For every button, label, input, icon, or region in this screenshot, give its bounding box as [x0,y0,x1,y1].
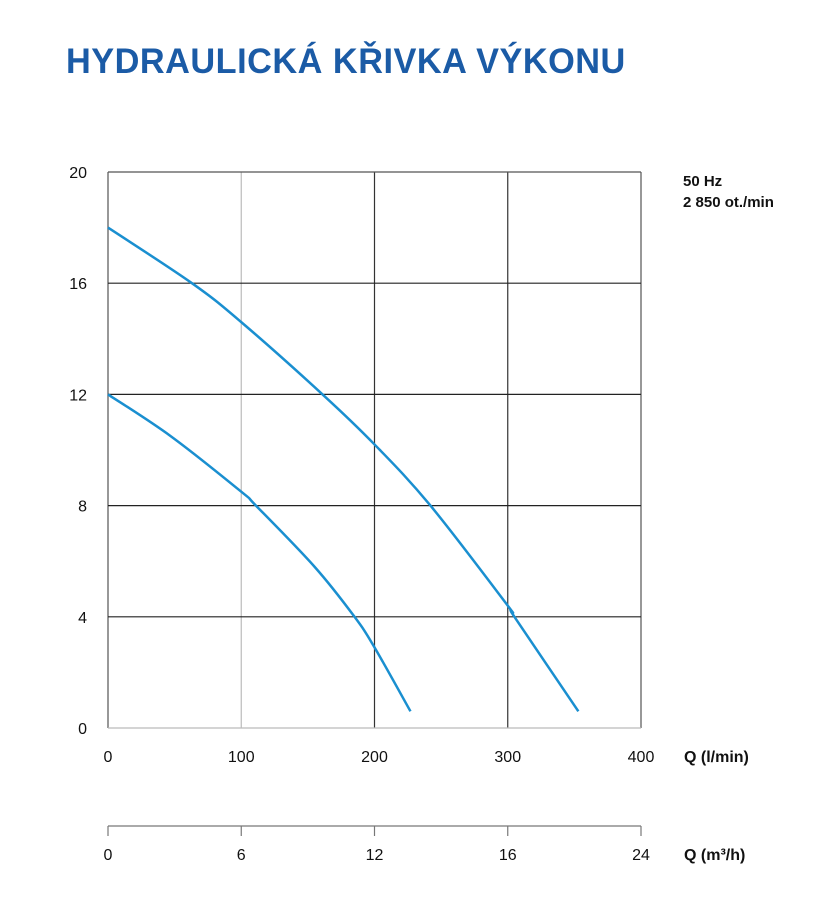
x-tick-label: 100 [228,749,255,766]
x2-axis-label: Q (m³/h) [684,847,745,864]
x2-tick-label: 24 [632,847,650,864]
x2-tick-label: 12 [366,847,384,864]
x-tick-label: 400 [628,749,655,766]
x-tick-label: 300 [494,749,521,766]
performance-curve-1 [107,393,412,712]
performance-curve-2 [107,226,580,713]
x2-tick-label: 16 [499,847,517,864]
x-axis-label: Q (l/min) [684,749,749,766]
frequency-label: 50 Hz [683,173,723,190]
y-tick-label: 0 [78,721,87,738]
chart-title: HYDRAULICKÁ KŘIVKA VÝKONU [66,42,626,81]
x-tick-label: 200 [361,749,388,766]
y-tick-label: 12 [69,387,87,404]
speed-label: 2 850 ot./min [683,194,774,211]
x2-tick-label: 6 [237,847,246,864]
y-tick-label: 16 [69,276,87,293]
y-tick-label: 20 [69,165,87,182]
y-tick-label: 8 [78,499,87,516]
annotation-block: 50 Hz 2 850 ot./min [683,171,774,213]
x2-tick-label: 0 [104,847,113,864]
x-tick-label: 0 [104,749,113,766]
y-tick-label: 4 [78,610,87,627]
